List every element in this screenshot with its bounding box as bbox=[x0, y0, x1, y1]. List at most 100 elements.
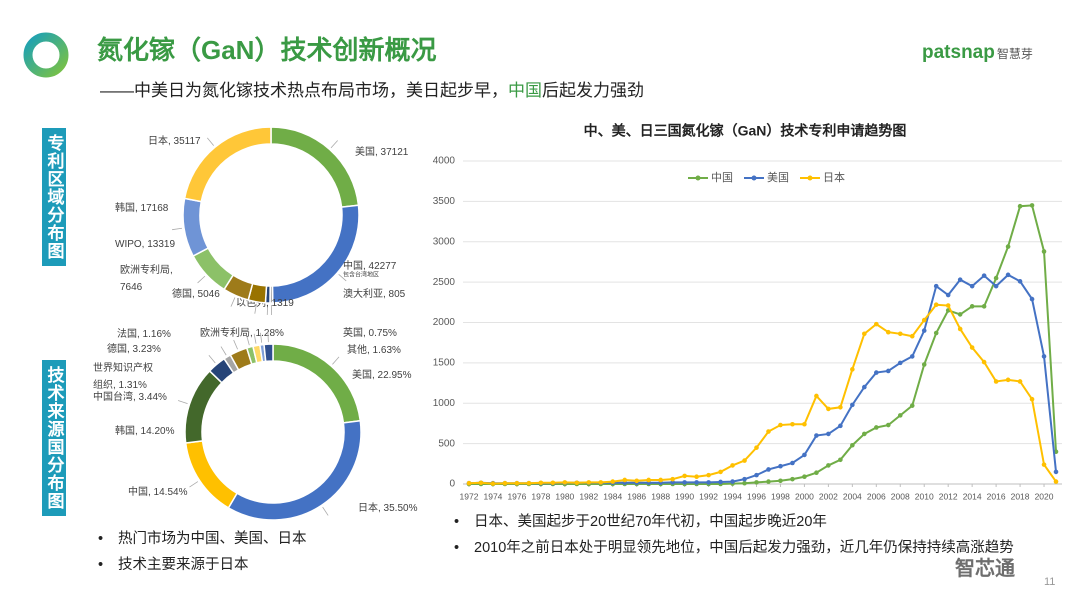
point bbox=[909, 403, 915, 408]
y-tick-label: 4000 bbox=[433, 156, 456, 167]
x-tick-label: 2012 bbox=[939, 491, 958, 501]
data-label: 澳大利亚, 805 bbox=[343, 287, 406, 300]
data-label: 德国, 3.23% bbox=[107, 342, 161, 355]
point bbox=[610, 479, 616, 484]
point bbox=[957, 312, 963, 317]
data-label: 英国, 0.75% bbox=[343, 326, 397, 339]
x-tick-label: 1974 bbox=[483, 491, 502, 501]
legend-marker bbox=[695, 175, 701, 181]
point bbox=[885, 422, 891, 428]
point bbox=[802, 421, 807, 427]
point bbox=[969, 304, 975, 309]
donut-segment bbox=[184, 369, 223, 444]
legend-marker bbox=[751, 175, 757, 181]
y-tick-label: 3000 bbox=[433, 236, 456, 247]
point bbox=[634, 478, 640, 484]
data-label: 法国, 1.16% bbox=[117, 327, 171, 340]
x-tick-label: 1976 bbox=[507, 491, 526, 501]
point bbox=[1005, 272, 1011, 278]
point bbox=[1017, 279, 1023, 284]
point bbox=[909, 354, 915, 359]
y-tick-label: 2500 bbox=[433, 277, 456, 288]
y-tick-label: 500 bbox=[438, 438, 455, 449]
point bbox=[897, 331, 903, 337]
data-label: 中国, 14.54% bbox=[128, 485, 188, 498]
point bbox=[478, 480, 484, 486]
leader-line bbox=[189, 481, 199, 488]
x-tick-label: 2004 bbox=[843, 491, 862, 501]
point bbox=[670, 480, 675, 485]
point bbox=[957, 326, 963, 332]
point bbox=[526, 480, 532, 486]
point bbox=[562, 480, 568, 485]
series-line bbox=[468, 273, 1058, 485]
point bbox=[1005, 377, 1011, 383]
donut-segment bbox=[184, 440, 239, 509]
point bbox=[933, 283, 939, 289]
y-tick-label: 1500 bbox=[433, 358, 456, 369]
point bbox=[969, 283, 975, 289]
leader-line bbox=[332, 356, 340, 365]
bullet: 日本、美国起步于20世纪70年代初，中国起步晚近20年 bbox=[448, 509, 1028, 535]
side-label: 技术来源国分布图 bbox=[42, 360, 66, 516]
point bbox=[706, 480, 711, 485]
side-label: 专利区域分布图 bbox=[42, 128, 66, 266]
point bbox=[981, 273, 987, 278]
slide-title: 氮化镓（GaN）技术创新概况 bbox=[97, 35, 437, 65]
point bbox=[838, 423, 843, 429]
leader-line bbox=[197, 275, 206, 284]
point bbox=[1029, 203, 1035, 208]
point bbox=[850, 367, 855, 372]
point bbox=[814, 393, 819, 399]
brand: patsnap 智慧芽 bbox=[922, 42, 1033, 64]
series-line bbox=[468, 303, 1057, 485]
chart-title: 中、美、日三国氮化镓（GaN）技术专利申请趋势图 bbox=[584, 123, 907, 139]
leader-line bbox=[254, 303, 257, 314]
point bbox=[730, 463, 735, 468]
point bbox=[598, 480, 604, 485]
x-tick-label: 1994 bbox=[723, 491, 742, 501]
point bbox=[826, 406, 831, 412]
leader-line bbox=[260, 332, 263, 343]
point bbox=[694, 474, 699, 480]
x-tick-label: 1980 bbox=[555, 491, 574, 501]
y-tick-label: 3500 bbox=[433, 196, 456, 207]
subtitle-part: ——中美日为氮化镓技术热点布局市场，美日起步早， bbox=[100, 81, 508, 100]
y-tick-label: 0 bbox=[449, 479, 455, 490]
leader-line bbox=[207, 137, 214, 146]
leader-line bbox=[220, 346, 227, 356]
x-tick-label: 2016 bbox=[987, 491, 1006, 501]
leader-line bbox=[338, 274, 347, 282]
data-label: 日本, 35117 bbox=[148, 134, 201, 147]
data-label: 欧洲专利局, 1.28% bbox=[200, 326, 284, 339]
point bbox=[874, 425, 879, 430]
x-tick-label: 2018 bbox=[1011, 491, 1030, 501]
point bbox=[862, 384, 867, 390]
point bbox=[586, 480, 592, 485]
subtitle-part: 中国 bbox=[508, 81, 542, 100]
data-label: 欧洲专利局, 7646 bbox=[120, 263, 173, 293]
point bbox=[826, 431, 831, 437]
point bbox=[682, 480, 687, 485]
point bbox=[838, 457, 843, 463]
point bbox=[1017, 379, 1023, 384]
point bbox=[1017, 203, 1023, 209]
point bbox=[1053, 479, 1059, 484]
x-tick-label: 2002 bbox=[819, 491, 838, 501]
x-tick-label: 2010 bbox=[915, 491, 934, 501]
bullet: 热门市场为中国、美国、日本 bbox=[92, 526, 412, 552]
point bbox=[766, 467, 771, 472]
bullet: 技术主要来源于日本 bbox=[92, 552, 412, 578]
x-tick-label: 2020 bbox=[1035, 491, 1054, 501]
series-line bbox=[468, 204, 1058, 485]
point bbox=[742, 480, 747, 486]
leader-line bbox=[267, 332, 269, 343]
leader-line bbox=[177, 400, 188, 405]
x-tick-label: 1978 bbox=[531, 491, 550, 501]
point bbox=[778, 463, 783, 469]
point bbox=[933, 302, 939, 308]
point bbox=[981, 359, 987, 365]
point bbox=[993, 379, 999, 384]
point bbox=[766, 429, 771, 434]
brand-name: patsnap bbox=[922, 42, 995, 63]
